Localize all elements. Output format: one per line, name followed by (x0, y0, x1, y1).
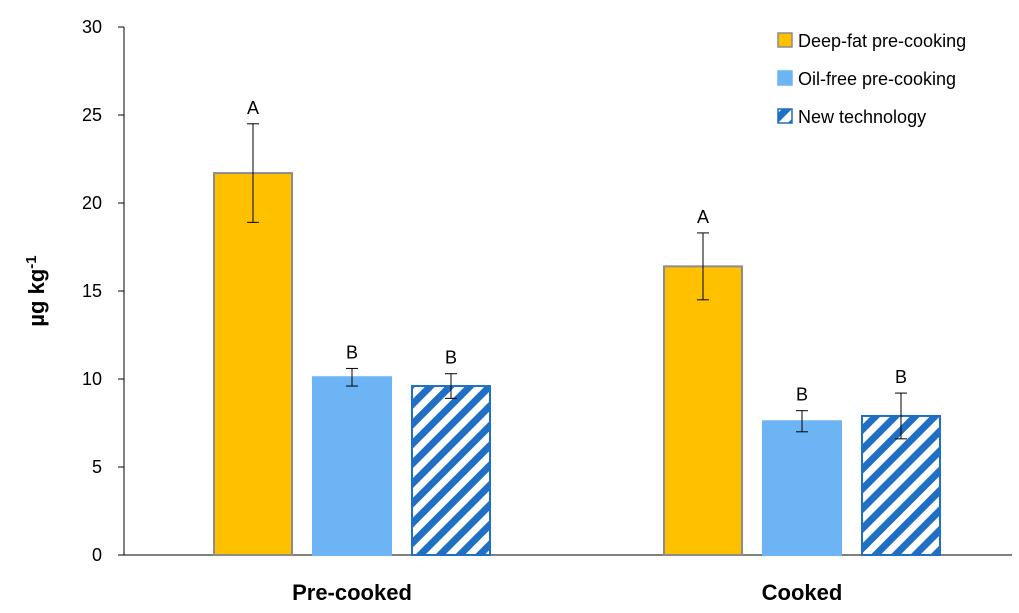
y-tick-label: 15 (82, 281, 102, 301)
legend-swatch (777, 108, 793, 124)
bar-oil-free-pre-cooking (312, 376, 392, 556)
x-category-label: Pre-cooked (292, 580, 412, 605)
y-axis-label-superscript: -1 (23, 255, 40, 268)
legend-label: New technology (798, 107, 926, 127)
bar-deep-fat-pre-cooking (663, 265, 743, 556)
bar-deep-fat-pre-cooking (213, 172, 293, 557)
significance-label: B (895, 367, 907, 387)
y-tick-label: 0 (92, 545, 102, 565)
legend-label: Oil-free pre-cooking (798, 69, 956, 89)
y-tick-label: 25 (82, 105, 102, 125)
legend-swatch (777, 70, 793, 86)
y-axis-label-main: µg kg (24, 269, 49, 327)
y-axis-label: µg kg-1 (23, 255, 49, 326)
significance-label: A (697, 207, 709, 227)
significance-label: B (796, 385, 808, 405)
significance-label: B (445, 348, 457, 368)
bar-oil-free-pre-cooking (762, 420, 842, 556)
bar-new-technology (411, 385, 491, 557)
significance-label: B (346, 342, 358, 362)
y-tick-label: 5 (92, 457, 102, 477)
y-tick-label: 20 (82, 193, 102, 213)
significance-label: A (247, 98, 259, 118)
legend-label: Deep-fat pre-cooking (798, 31, 966, 51)
legend-swatch (777, 32, 793, 48)
y-tick-label: 30 (82, 17, 102, 37)
x-category-label: Cooked (762, 580, 843, 605)
y-tick-label: 10 (82, 369, 102, 389)
